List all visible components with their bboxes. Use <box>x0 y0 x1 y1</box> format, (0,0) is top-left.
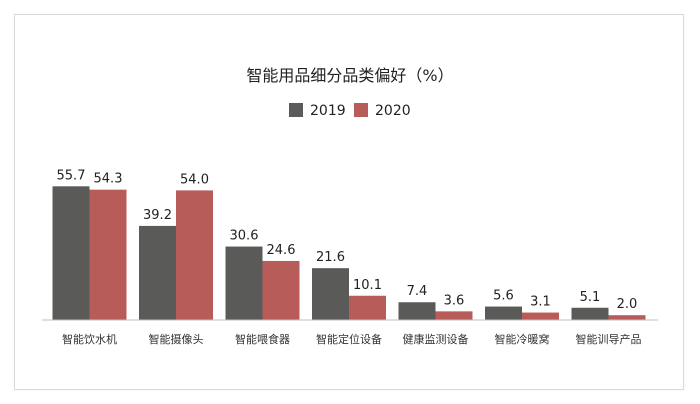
chart-card: 智能用品细分品类偏好（%） 2019 2020 55.7 54.3 智能饮水机 39.… <box>14 14 684 390</box>
data-label-2020-6: 3.1 <box>530 295 551 310</box>
legend-label-2020: 2020 <box>375 103 411 119</box>
legend-label-2019: 2019 <box>310 103 346 119</box>
x-tick-label-7: 智能训导产品 <box>576 332 642 346</box>
bar-2020-2 <box>176 190 213 320</box>
x-tick-label-3: 智能喂食器 <box>235 332 290 346</box>
x-tick-label-4: 智能定位设备 <box>316 332 382 346</box>
legend-swatch-2020 <box>354 103 368 117</box>
x-tick-label-1: 智能饮水机 <box>62 332 117 346</box>
bar-2020-7 <box>608 315 646 320</box>
bar-2020-3 <box>262 260 300 320</box>
bar-2020-6 <box>522 312 559 320</box>
x-tick-label-2: 智能摄像头 <box>149 332 204 346</box>
bar-2019-1 <box>52 186 90 320</box>
plot-area: 55.7 54.3 智能饮水机 39.2 54.0 智能摄像头 30.6 24.6 智能喂食器 2… <box>52 168 646 346</box>
x-tick-label-6: 智能冷暖窝 <box>495 332 550 346</box>
data-label-2020-3: 24.6 <box>267 243 296 258</box>
data-label-2019-6: 5.6 <box>493 289 514 304</box>
data-label-2020-1: 54.3 <box>94 172 123 187</box>
data-label-2019-2: 39.2 <box>143 208 172 223</box>
bar-2019-3 <box>225 246 263 320</box>
bar-chart: 智能用品细分品类偏好（%） 2019 2020 55.7 54.3 智能饮水机 39.… <box>42 66 658 346</box>
data-label-2019-7: 5.1 <box>580 290 601 305</box>
data-label-2019-5: 7.4 <box>407 284 428 299</box>
legend: 2019 2020 <box>289 103 411 119</box>
bar-2019-2 <box>139 225 176 320</box>
legend-swatch-2019 <box>289 103 303 117</box>
data-label-2019-3: 30.6 <box>230 229 259 244</box>
bar-2020-5 <box>435 311 473 320</box>
bar-2019-7 <box>571 307 609 320</box>
data-label-2020-5: 3.6 <box>444 293 465 308</box>
data-label-2020-4: 10.1 <box>353 278 382 293</box>
bar-2019-6 <box>485 306 522 320</box>
data-label-2019-4: 21.6 <box>316 250 345 265</box>
bar-2020-4 <box>349 295 386 320</box>
data-label-2020-7: 2.0 <box>617 297 638 312</box>
data-label-2019-1: 55.7 <box>57 168 86 183</box>
x-tick-label-5: 健康监测设备 <box>403 332 469 346</box>
bar-2020-1 <box>89 189 127 320</box>
bar-2019-4 <box>312 268 349 320</box>
bar-2019-5 <box>398 302 436 320</box>
data-label-2020-2: 54.0 <box>180 172 209 187</box>
chart-title: 智能用品细分品类偏好（%） <box>246 66 453 85</box>
